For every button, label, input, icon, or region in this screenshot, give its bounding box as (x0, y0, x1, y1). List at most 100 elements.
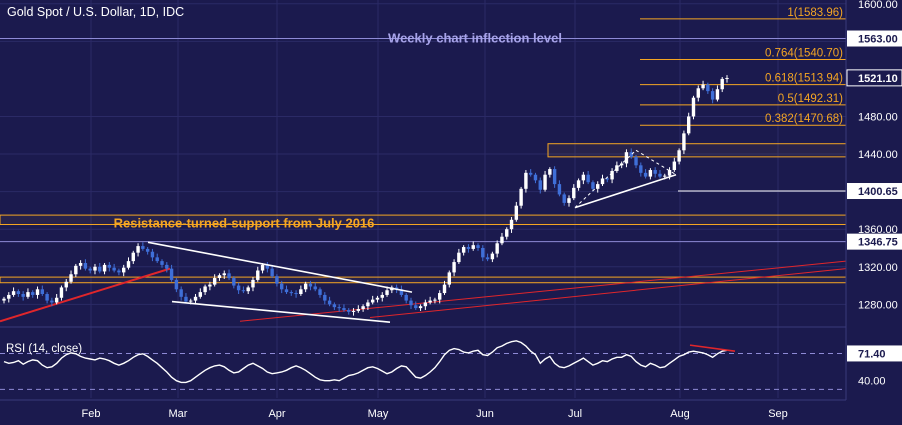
candle-body (98, 266, 102, 272)
candle-body (672, 161, 677, 171)
grid (0, 0, 846, 401)
rsi-title: RSI (14, close) (6, 343, 82, 355)
candle-body (327, 300, 332, 305)
candle-body (457, 252, 461, 263)
y-tick-label: 1320.00 (858, 262, 898, 274)
candle-body (160, 261, 164, 265)
candle-body (653, 170, 657, 174)
candle-body (131, 252, 135, 262)
candle-body (227, 273, 231, 279)
candle-body (366, 302, 370, 307)
candle-body (509, 219, 514, 230)
price-candles (2, 75, 729, 316)
candle-body (562, 194, 566, 203)
candle-body (265, 264, 270, 269)
fib-label-1: 0.764(1540.70) (765, 47, 843, 59)
level-1563-axis-label: 1563.00 (858, 34, 898, 46)
wedge-lower-line (171, 300, 391, 323)
rsi-value-label: 71.40 (858, 348, 886, 360)
candle-body (59, 287, 64, 298)
candle-body (356, 309, 361, 311)
flag-dashed-line-2 (635, 149, 677, 176)
candle-body (165, 264, 169, 269)
candle-body (323, 294, 327, 301)
candle-body (519, 188, 523, 206)
candle-body (485, 257, 490, 260)
candle-body (581, 174, 586, 181)
candle-body (686, 116, 691, 134)
candle-body (720, 78, 724, 90)
x-tick-label: Sep (768, 408, 788, 420)
current-price-axis-label: 1521.10 (858, 73, 898, 85)
current-price-axis-label-box (846, 69, 902, 87)
candle-body (88, 268, 92, 271)
candle-body (710, 91, 715, 100)
candle-body (543, 174, 547, 190)
candle-body (438, 293, 442, 300)
candle-body (500, 236, 504, 244)
candle-body (586, 174, 590, 183)
candle-body (150, 251, 155, 258)
candle-body (189, 300, 193, 302)
x-tick-label: Jul (568, 408, 582, 420)
candle-body (45, 294, 49, 301)
candle-body (122, 267, 126, 273)
candle-body (256, 270, 260, 280)
candle-body (11, 291, 16, 295)
candle-body (380, 294, 384, 298)
candle-body (35, 289, 40, 295)
x-tick-label: May (368, 408, 389, 420)
candle-body (251, 279, 255, 288)
candle-body (399, 289, 404, 295)
candle-body (198, 292, 203, 297)
candle-body (428, 300, 432, 303)
candle-body (193, 296, 198, 301)
flag-lower-line (574, 173, 677, 209)
candle-body (533, 174, 538, 181)
candle-body (610, 170, 614, 180)
candle-body (246, 287, 250, 292)
candle-body (7, 294, 11, 299)
candle-body (696, 88, 700, 98)
x-tick-label: Apr (268, 408, 285, 420)
candle-body (639, 165, 643, 173)
candle-body (701, 84, 705, 89)
fib-label-2: 0.618(1513.94) (765, 73, 843, 85)
candle-body (591, 182, 595, 189)
candle-body (452, 262, 456, 273)
candle-body (318, 289, 322, 295)
candle-body (337, 307, 341, 309)
candle-body (361, 306, 365, 310)
candle-body (54, 297, 59, 303)
candle-body (212, 278, 217, 285)
candle-body (548, 169, 552, 175)
candle-body (557, 184, 562, 195)
candle-body (74, 265, 78, 275)
rsi-line (3, 340, 728, 384)
x-tick-label: Mar (169, 408, 188, 420)
candle-body (715, 89, 720, 100)
candle-body (174, 279, 179, 290)
candle-body (155, 257, 159, 262)
candle-body (294, 293, 298, 295)
y-tick-label: 1600.00 (858, 0, 898, 11)
candle-body (308, 283, 313, 287)
candle-body (538, 180, 542, 190)
candle-body (280, 283, 284, 290)
candle-body (663, 175, 667, 177)
candle-body (50, 300, 54, 303)
candle-body (629, 152, 633, 157)
candle-body (524, 172, 528, 189)
candle-body (481, 247, 485, 258)
candle-body (313, 286, 317, 290)
candle-body (658, 173, 662, 177)
candle-body (667, 170, 672, 176)
candle-body (217, 275, 222, 279)
candle-body (471, 245, 475, 249)
candle-body (572, 187, 576, 199)
wedge-upper-line (147, 241, 413, 293)
candle-body (505, 229, 509, 237)
candle-body (677, 150, 681, 162)
